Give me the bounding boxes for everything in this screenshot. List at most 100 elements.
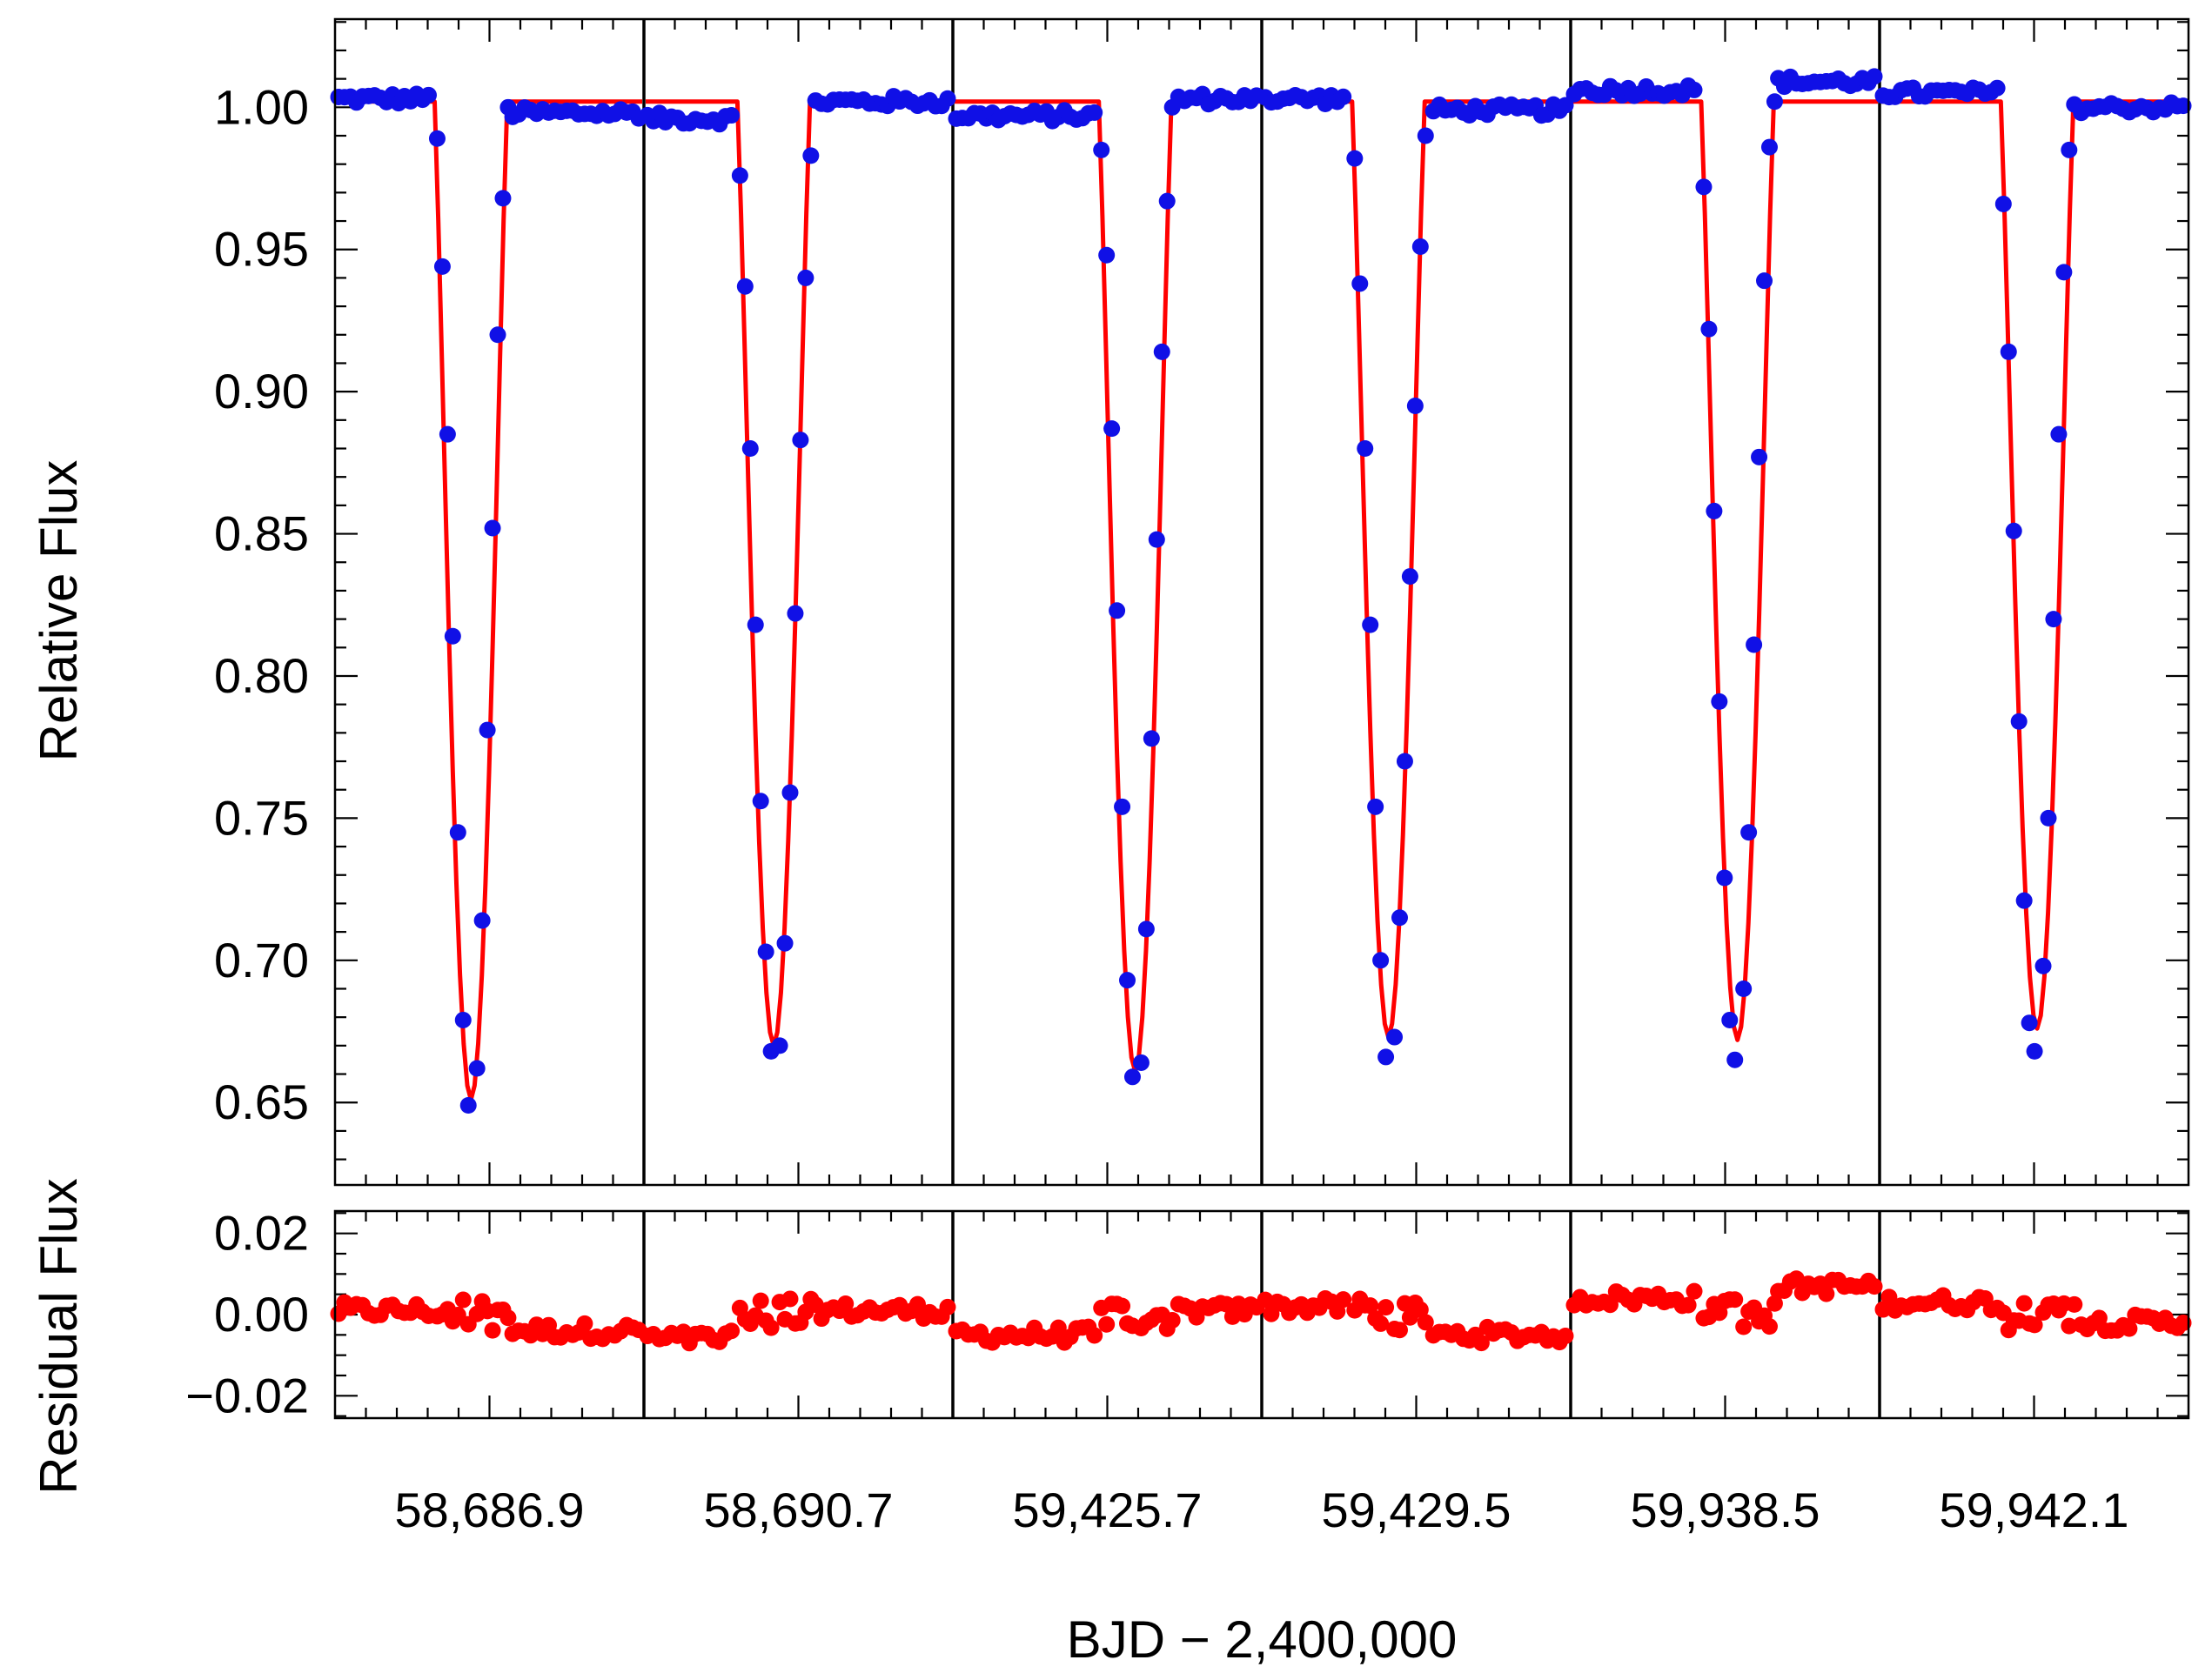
residual-point — [723, 1322, 741, 1340]
flux-panel — [330, 17, 2192, 1187]
observed-point — [1557, 97, 1574, 114]
observed-point — [454, 1011, 472, 1028]
residual-axis-title: Residual Flux — [30, 1178, 88, 1495]
y-tick-label: 0.70 — [214, 933, 309, 987]
residual-point — [1372, 1315, 1390, 1332]
observed-point — [479, 721, 496, 739]
observed-point — [1988, 79, 2006, 97]
residual-point — [1163, 1312, 1181, 1329]
residual-point — [1049, 1319, 1067, 1336]
residual-point — [1601, 1296, 1619, 1314]
residual-point — [802, 1290, 820, 1308]
observed-point — [736, 278, 754, 295]
y-tick-label: 0.75 — [214, 790, 309, 845]
observed-point — [484, 519, 501, 537]
residual-point — [762, 1319, 780, 1336]
observed-point — [1711, 693, 1728, 710]
y-tick-label: 0.95 — [214, 222, 309, 277]
observed-point — [1866, 68, 1883, 85]
observed-point — [2040, 809, 2057, 827]
observed-point — [1706, 502, 1723, 519]
x-tick-label: 58,690.7 — [704, 1483, 894, 1537]
observed-point — [1401, 568, 1418, 586]
x-axis-title: BJD − 2,400,000 — [1067, 1610, 1458, 1669]
observed-point — [792, 432, 809, 449]
observed-point — [2021, 1014, 2038, 1032]
flux-axis-title: Relative Flux — [30, 460, 88, 762]
model-fit-line — [337, 99, 642, 1102]
observed-point — [2000, 343, 2017, 360]
observed-point — [1760, 138, 1778, 156]
observed-point — [2061, 141, 2078, 158]
observed-point — [1148, 531, 1165, 548]
observed-point — [494, 190, 512, 207]
observed-point — [499, 98, 517, 116]
residual-point — [1880, 1288, 1898, 1306]
observed-point — [1114, 798, 1131, 815]
residual-point — [797, 1303, 814, 1321]
residual-point — [576, 1315, 593, 1332]
observed-point — [444, 627, 461, 645]
y-tick-label: 0.85 — [214, 506, 309, 561]
residual-point — [837, 1295, 855, 1313]
observed-point — [1994, 195, 2012, 212]
model-fit-line — [1572, 99, 1878, 1042]
observed-point — [1109, 602, 1126, 619]
observed-point — [731, 167, 748, 184]
residual-point — [2066, 1295, 2083, 1313]
observed-point — [2010, 713, 2028, 730]
observed-point — [1406, 397, 1424, 414]
y-tick-label: 0.00 — [214, 1287, 309, 1342]
observed-point — [1396, 753, 1413, 770]
observed-point — [1346, 150, 1364, 167]
residual-point — [1098, 1315, 1116, 1333]
observed-point — [741, 440, 759, 458]
residual-point — [1557, 1327, 1574, 1344]
model-fit-line — [646, 99, 951, 1048]
residual-point — [1686, 1282, 1703, 1300]
residual-point — [1679, 1296, 1697, 1314]
residual-point — [1362, 1297, 1379, 1315]
observed-point — [1751, 448, 1768, 465]
observed-point — [1695, 178, 1713, 196]
residual-point — [2090, 1309, 2108, 1327]
observed-point — [1386, 1028, 1404, 1046]
observed-point — [1357, 440, 1374, 458]
observed-point — [781, 784, 799, 801]
observed-point — [1756, 272, 1773, 290]
observed-point — [2015, 892, 2033, 909]
y-tick-label: 0.90 — [214, 364, 309, 418]
observed-point — [1686, 81, 1703, 98]
observed-point — [1158, 192, 1176, 210]
x-tick-label: 58,686.9 — [395, 1483, 585, 1537]
observed-point — [1132, 1054, 1150, 1071]
observed-point — [1103, 420, 1121, 438]
observed-point — [1411, 238, 1429, 255]
observed-point — [1740, 824, 1758, 841]
observed-point — [2045, 611, 2062, 628]
residual-panel — [330, 1209, 2192, 1420]
observed-point — [468, 1060, 486, 1077]
flux-panel-frame — [333, 17, 2190, 1187]
x-tick-label: 59,429.5 — [1322, 1483, 1512, 1537]
residual-panel-frame — [333, 1209, 2190, 1420]
observed-point — [420, 86, 437, 104]
x-tick-label: 59,425.7 — [1013, 1483, 1203, 1537]
observed-point — [449, 824, 466, 841]
residual-point — [1417, 1314, 1434, 1331]
residual-point — [484, 1322, 501, 1339]
observed-point — [1362, 616, 1379, 633]
observed-point — [797, 269, 814, 286]
observed-point — [757, 943, 774, 960]
residual-point — [1766, 1295, 1783, 1312]
observed-point — [2055, 264, 2073, 281]
residual-point — [1735, 1318, 1753, 1335]
residual-point — [454, 1291, 472, 1309]
residual-point — [2015, 1295, 2033, 1312]
observed-point — [1119, 972, 1136, 989]
residual-point — [1760, 1318, 1778, 1335]
observed-point — [1335, 88, 1352, 105]
observed-point — [1746, 636, 1763, 653]
observed-point — [1391, 909, 1408, 927]
observed-point — [752, 793, 769, 810]
